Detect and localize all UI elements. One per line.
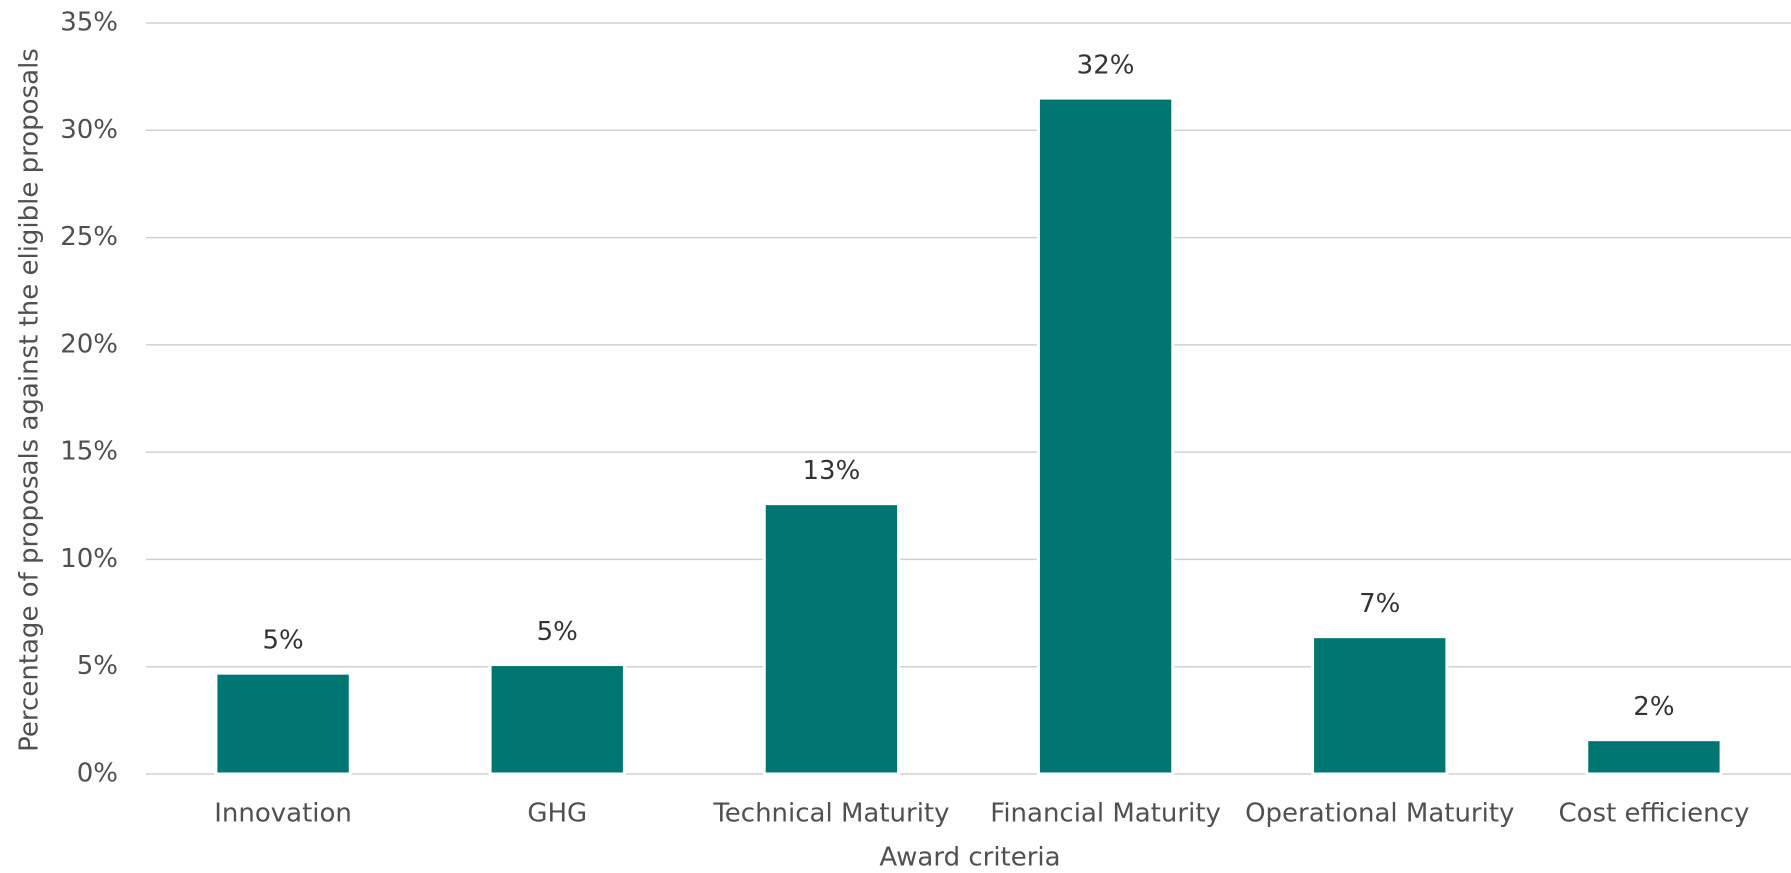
value-label: 2% — [1633, 692, 1674, 722]
value-label: 13% — [803, 456, 861, 486]
bar — [762, 502, 901, 776]
value-label: 5% — [262, 626, 303, 656]
x-tick-label: GHG — [527, 799, 587, 829]
bar — [1585, 738, 1723, 776]
x-tick-label: Financial Maturity — [990, 799, 1221, 829]
y-tick-label: 30% — [60, 115, 118, 145]
bar — [488, 663, 626, 776]
y-tick-label: 15% — [60, 437, 118, 467]
bar — [1311, 635, 1449, 776]
value-label: 5% — [537, 617, 578, 647]
y-tick-label: 5% — [77, 651, 118, 681]
x-tick-label: Cost efficiency — [1558, 799, 1749, 829]
x-tick-label: Technical Maturity — [712, 799, 949, 829]
x-axis-title: Award criteria — [879, 843, 1060, 873]
y-tick-label: 35% — [60, 8, 118, 38]
y-tick-label: 0% — [77, 759, 118, 789]
bar — [1036, 96, 1175, 776]
value-label: 32% — [1077, 51, 1135, 81]
y-tick-label: 25% — [60, 222, 118, 252]
x-tick-label: Innovation — [214, 799, 352, 829]
value-label: 7% — [1359, 589, 1400, 619]
x-tick-label: Operational Maturity — [1245, 799, 1514, 829]
y-tick-label: 20% — [60, 329, 118, 359]
y-tick-label: 10% — [60, 544, 118, 574]
bar — [214, 671, 352, 776]
y-axis-title: Percentage of proposals against the elig… — [15, 48, 45, 752]
